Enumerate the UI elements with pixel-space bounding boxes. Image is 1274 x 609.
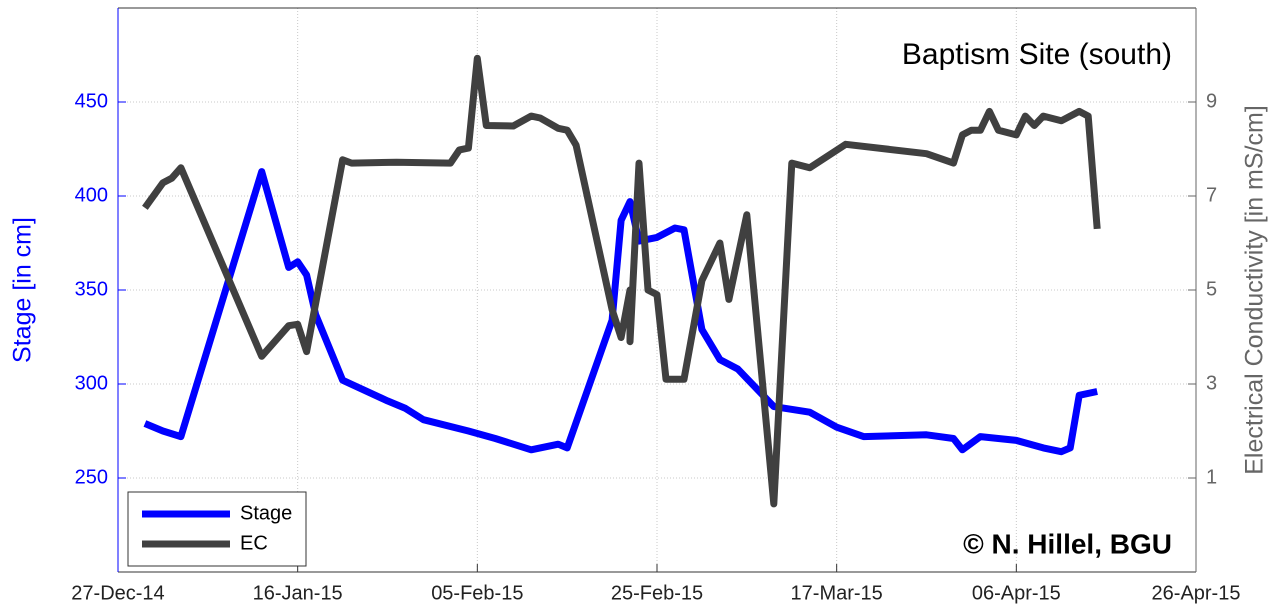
credit: © N. Hillel, BGU [963,528,1172,559]
y2-tick-label: 3 [1206,372,1217,394]
x-tick-label: 26-Apr-15 [1152,582,1241,604]
y-tick-label: 300 [75,372,108,394]
x-tick-label: 25-Feb-15 [611,582,703,604]
legend-label: EC [240,532,268,554]
y2-tick-label: 5 [1206,278,1217,300]
data-line [142,54,1101,508]
y2-tick-label: 9 [1206,90,1217,112]
y-tick-label: 250 [75,466,108,488]
y-axis-label: Stage [in cm] [9,217,37,363]
y-tick-label: 350 [75,278,108,300]
chart-title: Baptism Site (south) [902,38,1172,71]
y-tick-label: 450 [75,90,108,112]
x-tick-label: 27-Dec-14 [71,582,164,604]
x-tick-label: 16-Jan-15 [253,582,343,604]
y2-tick-label: 7 [1206,184,1217,206]
legend-box [127,491,307,567]
x-tick-label: 05-Feb-15 [431,582,523,604]
data-line [143,168,1098,456]
x-tick-label: 17-Mar-15 [791,582,883,604]
y-tick-label: 400 [75,184,108,206]
y2-tick-label: 1 [1206,466,1217,488]
x-tick-label: 06-Apr-15 [972,582,1061,604]
y2-axis-label: Electrical Conductivity [in mS/cm] [1241,105,1269,475]
legend-label: Stage [240,502,292,524]
